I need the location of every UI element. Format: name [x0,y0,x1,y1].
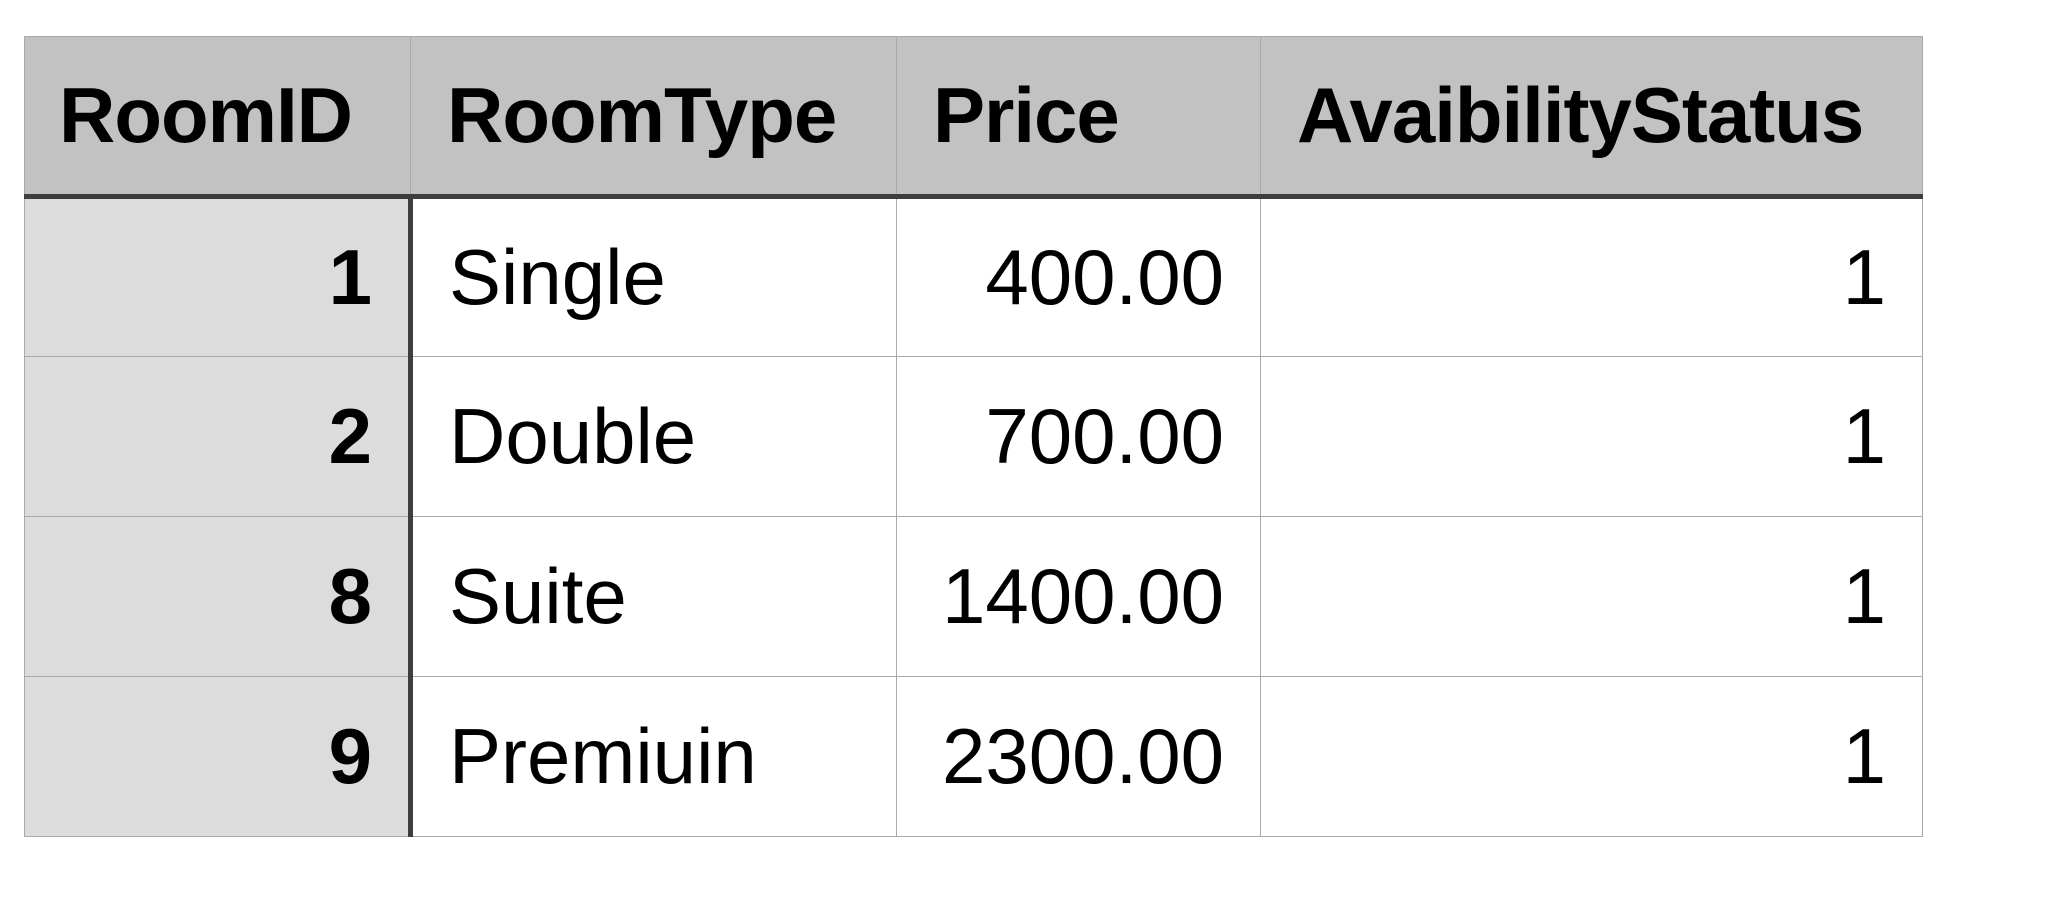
price-cell: 2300.00 [896,676,1261,837]
rooms-table: RoomID RoomType Price AvaibilityStatus 1… [24,36,1923,837]
room-id-cell: 8 [24,516,413,677]
room-id-cell: 2 [24,356,413,517]
room-id-cell: 1 [24,196,413,357]
availability-status-cell: 1 [1260,516,1923,677]
room-type-cell: Premiuin [410,676,897,837]
table-row: 2 Double 700.00 1 [24,356,1923,517]
table-body: 1 Single 400.00 1 2 Double 700.00 1 8 Su… [24,196,1923,837]
availability-status-cell: 1 [1260,676,1923,837]
availability-status-cell: 1 [1260,356,1923,517]
column-header-room-id: RoomID [24,36,411,199]
table-row: 9 Premiuin 2300.00 1 [24,676,1923,837]
table-row: 1 Single 400.00 1 [24,196,1923,357]
column-header-availability-status: AvaibilityStatus [1260,36,1923,199]
room-type-cell: Suite [410,516,897,677]
table-header: RoomID RoomType Price AvaibilityStatus [24,36,1923,199]
room-type-cell: Double [410,356,897,517]
room-type-cell: Single [410,196,897,357]
table-row: 8 Suite 1400.00 1 [24,516,1923,677]
price-cell: 1400.00 [896,516,1261,677]
price-cell: 400.00 [896,196,1261,357]
column-header-room-type: RoomType [410,36,897,199]
room-id-cell: 9 [24,676,413,837]
header-row: RoomID RoomType Price AvaibilityStatus [24,36,1923,199]
rooms-table-container: RoomID RoomType Price AvaibilityStatus 1… [24,36,1923,837]
price-cell: 700.00 [896,356,1261,517]
availability-status-cell: 1 [1260,196,1923,357]
column-header-price: Price [896,36,1261,199]
